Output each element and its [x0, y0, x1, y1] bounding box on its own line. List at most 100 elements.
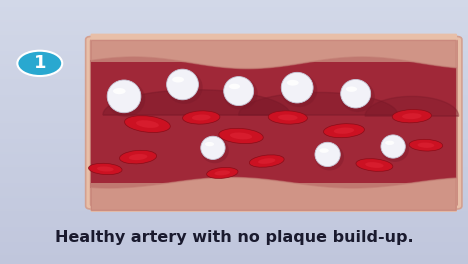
Bar: [0, 119, 468, 121]
Bar: [0, 198, 468, 200]
Bar: [0, 255, 468, 257]
Ellipse shape: [381, 136, 409, 162]
Ellipse shape: [166, 70, 203, 104]
Bar: [0, 229, 468, 231]
Bar: [0, 251, 468, 253]
Bar: [0, 77, 468, 79]
Bar: [0, 139, 468, 141]
Ellipse shape: [107, 80, 141, 113]
Bar: [0, 99, 468, 101]
Bar: [0, 33, 468, 35]
Ellipse shape: [223, 78, 258, 110]
Bar: [0, 2, 468, 4]
Bar: [0, 169, 468, 172]
Bar: [0, 205, 468, 207]
Ellipse shape: [315, 142, 340, 167]
Ellipse shape: [113, 88, 125, 94]
Bar: [0, 189, 468, 191]
Bar: [0, 110, 468, 112]
Polygon shape: [91, 178, 456, 211]
Bar: [0, 218, 468, 220]
Ellipse shape: [214, 171, 230, 175]
Bar: [0, 178, 468, 180]
Bar: [0, 136, 468, 139]
Bar: [0, 211, 468, 213]
Bar: [0, 29, 468, 31]
Ellipse shape: [356, 159, 393, 171]
Bar: [0, 53, 468, 55]
Bar: [0, 260, 468, 262]
Bar: [0, 15, 468, 18]
Bar: [0, 62, 468, 64]
Bar: [0, 88, 468, 90]
Ellipse shape: [409, 139, 443, 151]
Bar: [0, 46, 468, 48]
Bar: [0, 167, 468, 169]
Bar: [0, 161, 468, 163]
Ellipse shape: [219, 128, 263, 144]
Bar: [0, 11, 468, 13]
Bar: [0, 13, 468, 15]
Bar: [0, 207, 468, 209]
Bar: [0, 0, 468, 2]
Bar: [0, 106, 468, 108]
Bar: [0, 231, 468, 233]
FancyBboxPatch shape: [86, 36, 462, 209]
Bar: [0, 242, 468, 244]
Ellipse shape: [315, 144, 344, 171]
Bar: [0, 132, 468, 134]
Bar: [0, 9, 468, 11]
Bar: [0, 97, 468, 99]
Ellipse shape: [334, 128, 354, 134]
Bar: [0, 48, 468, 51]
Bar: [0, 180, 468, 183]
Ellipse shape: [281, 72, 313, 103]
Ellipse shape: [278, 115, 298, 120]
Ellipse shape: [287, 80, 299, 86]
Ellipse shape: [417, 143, 434, 148]
Bar: [0, 37, 468, 40]
Ellipse shape: [346, 86, 357, 92]
Polygon shape: [365, 96, 459, 116]
Bar: [0, 79, 468, 81]
Ellipse shape: [119, 150, 157, 164]
Bar: [0, 44, 468, 46]
Bar: [0, 35, 468, 37]
Ellipse shape: [341, 79, 371, 108]
Bar: [0, 114, 468, 117]
Bar: [0, 213, 468, 216]
Bar: [0, 84, 468, 86]
Bar: [0, 112, 468, 114]
Polygon shape: [239, 92, 398, 115]
Bar: [0, 249, 468, 251]
Bar: [0, 103, 468, 106]
Bar: [0, 145, 468, 147]
Bar: [0, 147, 468, 150]
Bar: [0, 196, 468, 198]
Bar: [0, 18, 468, 20]
Ellipse shape: [124, 116, 170, 133]
Bar: [0, 150, 468, 152]
Bar: [0, 158, 468, 161]
Bar: [0, 90, 468, 92]
Bar: [0, 163, 468, 165]
Bar: [0, 176, 468, 178]
Bar: [0, 40, 468, 42]
Ellipse shape: [136, 120, 159, 128]
Bar: [0, 81, 468, 84]
Ellipse shape: [229, 84, 240, 89]
Ellipse shape: [172, 77, 184, 82]
Polygon shape: [91, 34, 456, 68]
Bar: [0, 7, 468, 9]
Bar: [0, 227, 468, 229]
Bar: [0, 59, 468, 62]
Bar: [0, 125, 468, 128]
Ellipse shape: [281, 73, 317, 107]
Ellipse shape: [183, 111, 220, 124]
Bar: [0, 128, 468, 130]
Bar: [0, 216, 468, 218]
Ellipse shape: [97, 166, 114, 172]
Ellipse shape: [340, 81, 375, 112]
Ellipse shape: [268, 111, 307, 124]
Bar: [0, 244, 468, 246]
